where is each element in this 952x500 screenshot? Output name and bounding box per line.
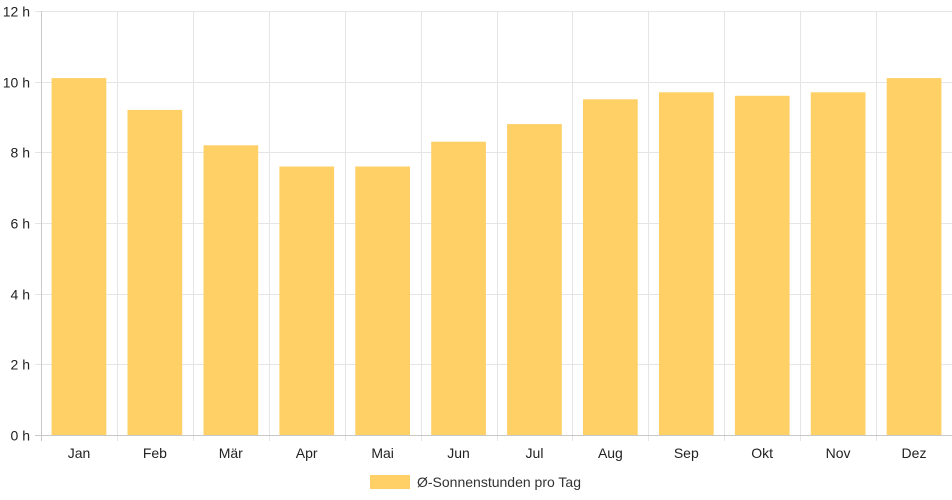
y-tick-label: 10 h [3,75,30,91]
x-tick-label: Jun [447,445,470,461]
bar-mai[interactable] [355,166,410,436]
x-tick-label: Mai [371,445,394,461]
y-tick-label: 8 h [11,145,30,161]
bar-sep[interactable] [659,92,714,436]
x-tick-label: Nov [826,445,851,461]
x-tick-label: Feb [143,445,167,461]
x-tick-label: Jan [68,445,91,461]
y-tick-label: 4 h [11,287,30,303]
grid-lines [35,11,952,441]
bar-nov[interactable] [810,92,866,436]
x-tick-label: Okt [751,445,773,461]
x-tick-label: Mär [219,445,243,461]
bars [51,78,942,436]
bar-aug[interactable] [583,99,638,436]
bar-apr[interactable] [279,166,335,436]
bar-jun[interactable] [431,141,486,435]
bar-mär[interactable] [203,145,259,436]
bar-jul[interactable] [507,124,562,435]
x-tick-labels: Jan Feb Mär Apr Mai Jun Jul Aug Sep Okt Nov Dez [68,445,927,461]
y-tick-label: 6 h [11,216,30,232]
bar-jan[interactable] [51,78,107,435]
x-tick-label: Apr [296,445,318,461]
x-tick-label: Dez [902,445,927,461]
bar-feb[interactable] [127,109,183,436]
legend-label[interactable]: Ø-Sonnenstunden pro Tag [417,474,581,490]
axes [35,11,952,441]
y-tick-label: 0 h [11,428,30,444]
y-tick-label: 12 h [3,4,30,20]
bar-okt[interactable] [734,95,790,436]
x-tick-label: Jul [526,445,544,461]
bar-dez[interactable] [886,78,942,435]
y-tick-label: 2 h [11,357,30,373]
x-tick-label: Aug [598,445,623,461]
legend-swatch[interactable] [370,475,410,489]
y-tick-labels: 0 h 2 h 4 h 6 h 8 h 10 h 12 h [3,4,30,444]
legend[interactable]: Ø-Sonnenstunden pro Tag [370,474,581,490]
x-tick-label: Sep [674,445,699,461]
